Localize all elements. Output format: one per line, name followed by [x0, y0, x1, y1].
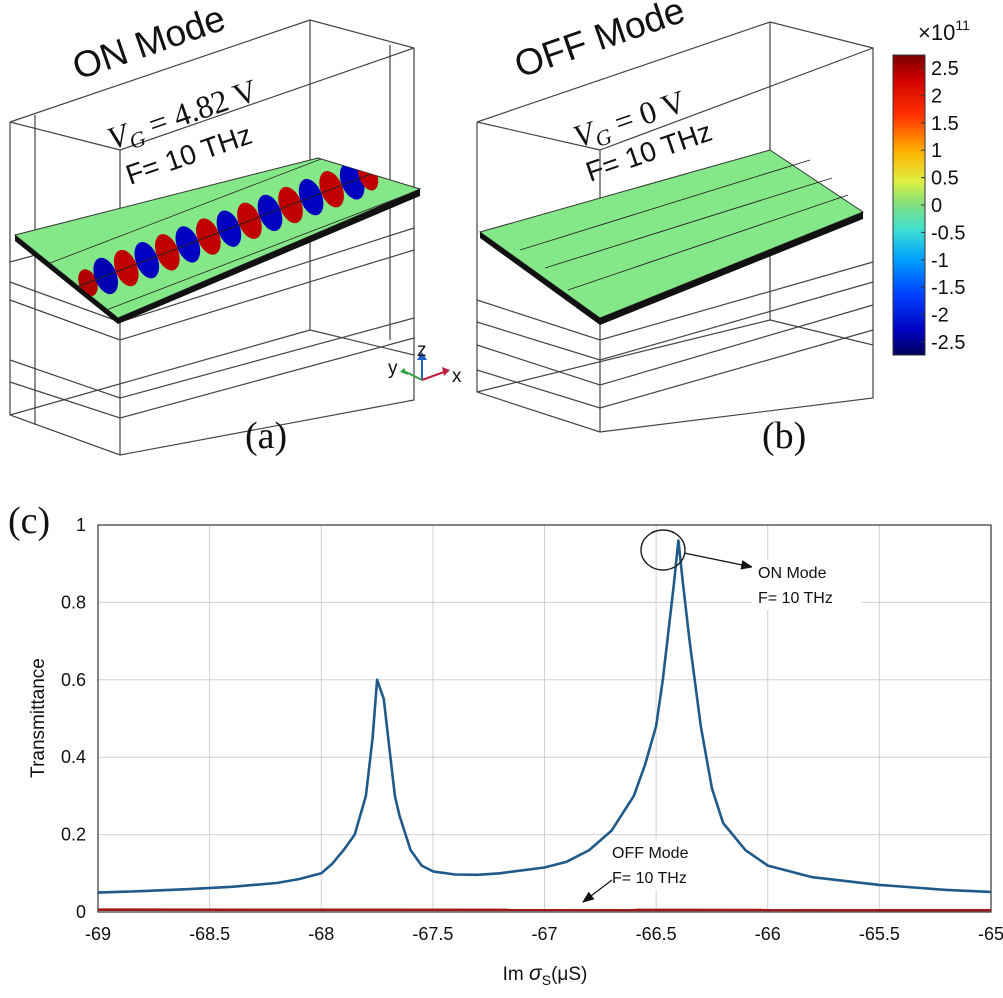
panel-b: OFF Mode VG= 0 V F= 10 THz (b) [476, 0, 874, 457]
colorbar-tick-label: -2.5 [931, 332, 965, 354]
y-tick-labels: 0 0.2 0.4 0.6 0.8 1 [61, 515, 86, 922]
axes-triad: z x y [388, 340, 462, 387]
colorbar-tick-label: -1.5 [931, 277, 965, 299]
y-axis-label: Transmittance [28, 658, 49, 778]
axis-y-label: y [388, 358, 398, 379]
chart: (c) -69 -68.5 -68 -67.5 -67 -66.5 -66 -65.5 -65 … [8, 500, 1003, 988]
colorbar-tick-label: 0.5 [931, 168, 959, 190]
colorbar-tick-label: 2.5 [931, 58, 959, 80]
colorbar-ticks: 2.5 2 1.5 1 0.5 0 -0.5 -1 -1.5 -2 -2.5 [921, 58, 965, 354]
colorbar-tick-label: 0 [931, 195, 942, 217]
colorbar-tick-label: 1 [931, 140, 942, 162]
series-layer [98, 539, 991, 912]
axis-z-label: z [417, 340, 427, 361]
y-tick-label: 1 [76, 515, 86, 535]
panel-b-title: OFF Mode [509, 0, 690, 86]
on-mode-annotation: ON Mode F= 10 THz [640, 529, 862, 610]
y-tick-label: 0.2 [61, 825, 86, 845]
colorbar-tick-label: 2 [931, 85, 942, 107]
x-tick-label: -65 [978, 924, 1003, 944]
x-tick-label: -67 [531, 924, 557, 944]
panel-b-label: (b) [762, 415, 806, 457]
x-tick-label: -68.5 [189, 924, 230, 944]
panel-a-label: (a) [245, 415, 287, 457]
plot-frame [97, 524, 992, 913]
x-axis-label: Im σS(μS) [503, 962, 588, 988]
colorbar-tick-label: 1.5 [931, 113, 959, 135]
on-mode-label: ON Mode [758, 565, 827, 582]
colorbar-multiplier: ×1011 [918, 17, 970, 45]
x-tick-label: -68 [308, 924, 334, 944]
off-mode-annotation: OFF Mode F= 10 THz [582, 840, 718, 903]
chart-panel-label: (c) [8, 500, 50, 542]
x-tick-label: -67.5 [412, 924, 453, 944]
colorbar-gradient [892, 54, 926, 356]
panel-b-wireframe [476, 21, 874, 433]
x-tick-label: -65.5 [859, 924, 900, 944]
panel-a: ON Mode VG= 4.82 V F= 10 THz (a) [9, 0, 422, 457]
colorbar-tick-label: -1 [931, 250, 949, 272]
off-mode-label: OFF Mode [612, 845, 689, 862]
y-tick-label: 0.8 [61, 592, 86, 612]
off-mode-field-slab [478, 149, 865, 325]
axis-x-label: x [452, 366, 462, 387]
vg-subscript: G [592, 123, 615, 152]
on-mode-field-slab [13, 157, 422, 324]
peak-circle [640, 529, 686, 571]
off-mode-frequency: F= 10 THz [612, 870, 687, 887]
colorbar-tick-label: -2 [931, 305, 949, 327]
y-tick-label: 0 [76, 902, 86, 922]
y-tick-label: 0.6 [61, 670, 86, 690]
vg-subscript: G [126, 125, 149, 154]
x-tick-label: -66.5 [636, 924, 677, 944]
x-tick-label: -69 [85, 924, 111, 944]
on-mode-series-line [98, 539, 991, 894]
on-mode-frequency: F= 10 THz [758, 590, 833, 607]
y-tick-label: 0.4 [61, 747, 86, 767]
colorbar: ×1011 2.5 2 1.5 1 0.5 0 -0.5 -1 -1.5 -2 -2.5 [892, 17, 970, 356]
x-tick-label: -66 [755, 924, 781, 944]
colorbar-tick-label: -0.5 [931, 222, 965, 244]
x-tick-labels: -69 -68.5 -68 -67.5 -67 -66.5 -66 -65.5 -65 [85, 924, 1003, 944]
